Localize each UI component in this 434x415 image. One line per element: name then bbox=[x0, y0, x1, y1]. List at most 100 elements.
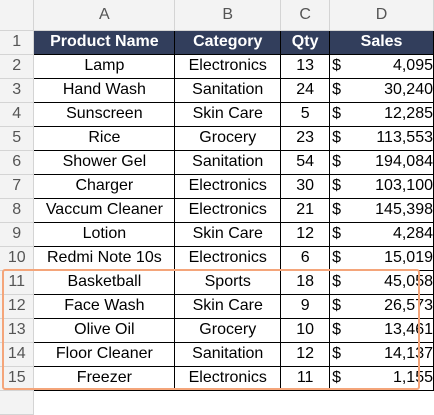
cell-product[interactable]: Basketball bbox=[33, 269, 176, 295]
cell-product[interactable]: Freezer bbox=[33, 365, 176, 391]
cell-category[interactable]: Sanitation bbox=[174, 149, 282, 175]
cell-qty[interactable]: 9 bbox=[280, 293, 331, 319]
empty-cell[interactable] bbox=[329, 390, 434, 414]
sales-value: $113,553 bbox=[331, 129, 432, 147]
row-header[interactable] bbox=[0, 390, 35, 415]
cell-category[interactable]: Electronics bbox=[174, 245, 282, 271]
cell-product[interactable]: Face Wash bbox=[33, 293, 176, 319]
row-header[interactable]: 10 bbox=[0, 246, 35, 271]
row-header[interactable]: 3 bbox=[0, 78, 35, 103]
cell-sales[interactable]: $26,573 bbox=[329, 293, 434, 319]
row-header[interactable]: 6 bbox=[0, 150, 35, 175]
row-header[interactable]: 15 bbox=[0, 366, 35, 391]
table-row: 9 Lotion Skin Care 12 $4,284 bbox=[0, 221, 434, 247]
cell-category[interactable]: Electronics bbox=[174, 53, 282, 79]
header-cell-sales[interactable]: Sales bbox=[329, 29, 434, 55]
cell-product[interactable]: Lotion bbox=[33, 221, 176, 247]
row-header[interactable]: 8 bbox=[0, 198, 35, 223]
cell-qty[interactable]: 21 bbox=[280, 197, 331, 223]
cell-qty[interactable]: 18 bbox=[280, 269, 331, 295]
empty-cell[interactable] bbox=[280, 390, 330, 414]
cell-product[interactable]: Charger bbox=[33, 173, 176, 199]
row-header[interactable]: 4 bbox=[0, 102, 35, 127]
cell-sales[interactable]: $12,285 bbox=[329, 101, 434, 127]
cell-category[interactable]: Grocery bbox=[174, 317, 282, 343]
cell-category[interactable]: Electronics bbox=[174, 365, 282, 391]
cell-qty[interactable]: 12 bbox=[280, 341, 331, 367]
cell-sales[interactable]: $113,553 bbox=[329, 125, 434, 151]
cell-product[interactable]: Sunscreen bbox=[33, 101, 176, 127]
cell-category[interactable]: Sports bbox=[174, 269, 282, 295]
cell-qty[interactable]: 5 bbox=[280, 101, 331, 127]
cell-product[interactable]: Hand Wash bbox=[33, 77, 176, 103]
row-header[interactable]: 2 bbox=[0, 54, 35, 79]
row-header[interactable]: 13 bbox=[0, 318, 35, 343]
sales-amount: 12,285 bbox=[384, 105, 433, 122]
column-header-b[interactable]: B bbox=[174, 0, 282, 31]
currency-symbol: $ bbox=[332, 105, 341, 122]
cell-category[interactable]: Grocery bbox=[174, 125, 282, 151]
sales-value: $13,461 bbox=[331, 321, 432, 339]
cell-sales[interactable]: $14,137 bbox=[329, 341, 434, 367]
column-header-c[interactable]: C bbox=[280, 0, 331, 31]
currency-symbol: $ bbox=[332, 321, 341, 338]
select-all-corner[interactable] bbox=[0, 0, 35, 31]
table-row: 6 Shower Gel Sanitation 54 $194,084 bbox=[0, 149, 434, 175]
currency-symbol: $ bbox=[332, 81, 341, 98]
column-header-row: A B C D bbox=[0, 0, 434, 31]
cell-category[interactable]: Skin Care bbox=[174, 221, 282, 247]
cell-product[interactable]: Rice bbox=[33, 125, 176, 151]
row-header[interactable]: 12 bbox=[0, 294, 35, 319]
row-header[interactable]: 11 bbox=[0, 270, 35, 295]
empty-cell[interactable] bbox=[174, 390, 281, 414]
cell-product[interactable]: Vaccum Cleaner bbox=[33, 197, 176, 223]
sales-value: $1,155 bbox=[331, 369, 432, 387]
cell-sales[interactable]: $4,095 bbox=[329, 53, 434, 79]
cell-sales[interactable]: $145,398 bbox=[329, 197, 434, 223]
cell-sales[interactable]: $194,084 bbox=[329, 149, 434, 175]
cell-category[interactable]: Sanitation bbox=[174, 77, 282, 103]
empty-cell[interactable] bbox=[33, 390, 175, 414]
header-cell-qty[interactable]: Qty bbox=[280, 29, 331, 55]
cell-category[interactable]: Electronics bbox=[174, 173, 282, 199]
table-header-row: 1 Product Name Category Qty Sales bbox=[0, 29, 434, 55]
cell-qty[interactable]: 23 bbox=[280, 125, 331, 151]
cell-sales[interactable]: $103,100 bbox=[329, 173, 434, 199]
row-header[interactable]: 9 bbox=[0, 222, 35, 247]
cell-sales[interactable]: $15,019 bbox=[329, 245, 434, 271]
cell-qty[interactable]: 10 bbox=[280, 317, 331, 343]
cell-category[interactable]: Skin Care bbox=[174, 101, 282, 127]
cell-qty[interactable]: 30 bbox=[280, 173, 331, 199]
header-cell-product[interactable]: Product Name bbox=[33, 29, 176, 55]
cell-qty[interactable]: 12 bbox=[280, 221, 331, 247]
row-header[interactable]: 14 bbox=[0, 342, 35, 367]
cell-sales[interactable]: $30,240 bbox=[329, 77, 434, 103]
currency-symbol: $ bbox=[332, 297, 341, 314]
cell-qty[interactable]: 54 bbox=[280, 149, 331, 175]
column-header-a[interactable]: A bbox=[33, 0, 176, 31]
cell-product[interactable]: Redmi Note 10s bbox=[33, 245, 176, 271]
column-header-d[interactable]: D bbox=[329, 0, 434, 31]
cell-sales[interactable]: $4,284 bbox=[329, 221, 434, 247]
table-row: 13 Olive Oil Grocery 10 $13,461 bbox=[0, 317, 434, 343]
cell-product[interactable]: Shower Gel bbox=[33, 149, 176, 175]
cell-category[interactable]: Sanitation bbox=[174, 341, 282, 367]
cell-qty[interactable]: 24 bbox=[280, 77, 331, 103]
cell-product[interactable]: Olive Oil bbox=[33, 317, 176, 343]
cell-sales[interactable]: $13,461 bbox=[329, 317, 434, 343]
row-header[interactable]: 1 bbox=[0, 30, 35, 55]
cell-product[interactable]: Floor Cleaner bbox=[33, 341, 176, 367]
row-header[interactable]: 5 bbox=[0, 126, 35, 151]
sales-value: $4,284 bbox=[331, 225, 432, 243]
cell-qty[interactable]: 11 bbox=[280, 365, 331, 391]
cell-sales[interactable]: $1,155 bbox=[329, 365, 434, 391]
cell-qty[interactable]: 13 bbox=[280, 53, 331, 79]
sales-amount: 15,019 bbox=[384, 249, 433, 266]
row-header[interactable]: 7 bbox=[0, 174, 35, 199]
cell-product[interactable]: Lamp bbox=[33, 53, 176, 79]
header-cell-category[interactable]: Category bbox=[174, 29, 282, 55]
cell-qty[interactable]: 6 bbox=[280, 245, 331, 271]
cell-sales[interactable]: $45,058 bbox=[329, 269, 434, 295]
cell-category[interactable]: Electronics bbox=[174, 197, 282, 223]
cell-category[interactable]: Skin Care bbox=[174, 293, 282, 319]
